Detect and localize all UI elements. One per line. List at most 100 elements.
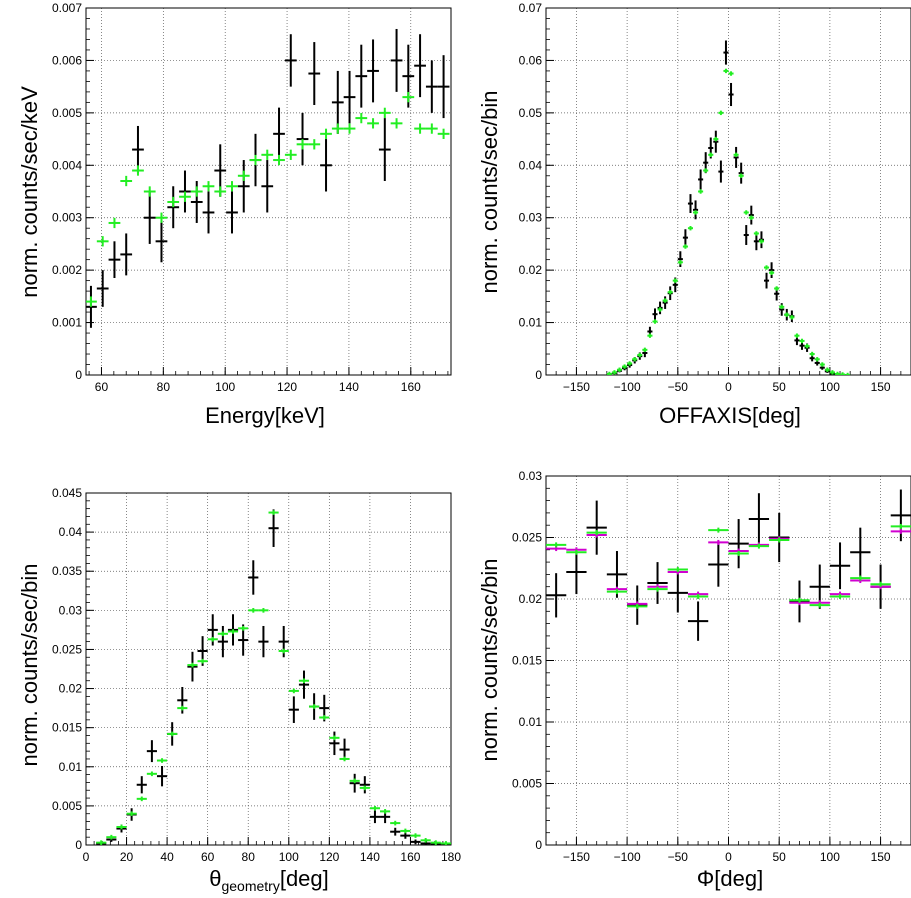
offaxis-series-1-point: [824, 367, 830, 372]
offaxis-series-1-point: [693, 210, 699, 215]
phi-series-2-point: [667, 566, 688, 572]
theta-plot-frame: [85, 492, 452, 846]
theta-xtick-label: 140: [360, 850, 380, 864]
energy-series-0-point: [108, 241, 121, 279]
phi-xtick-label: −100: [614, 850, 641, 864]
theta-series-1-point: [96, 840, 107, 845]
offaxis-series-1-point: [647, 333, 653, 338]
energy-series-1-point: [390, 118, 403, 129]
theta-xtick-label: 60: [201, 850, 215, 864]
offaxis-series-1-point: [763, 265, 770, 270]
offaxis-series-1-point: [667, 289, 673, 295]
phi-series-1-point: [708, 539, 729, 545]
phi-xtick-label: 0: [725, 850, 732, 864]
theta-series-1-point: [339, 756, 350, 762]
panel-theta-xlabel: θgeometry[deg]: [209, 866, 329, 894]
energy-series-1-point: [378, 107, 391, 119]
offaxis-series-1-point: [774, 286, 780, 291]
energy-ytick-label: 0.002: [52, 263, 82, 277]
offaxis-series-0-point: [723, 40, 729, 65]
phi-series-0-point: [748, 493, 770, 545]
theta-ytick-label: 0.03: [59, 603, 83, 617]
offaxis-series-1-point: [769, 270, 775, 275]
theta-series-1-point: [288, 688, 299, 694]
theta-series-0-point: [298, 670, 310, 699]
energy-series-1-point: [202, 181, 215, 192]
energy-series-1-point: [249, 154, 262, 166]
theta-series-1-point: [268, 510, 279, 515]
offaxis-ytick-label: 0.04: [519, 158, 543, 172]
offaxis-series-1-point: [723, 68, 729, 74]
phi-xtick-label: −50: [668, 850, 689, 864]
phi-ytick-label: 0.025: [512, 531, 542, 545]
phi-ytick-label: 0.01: [519, 715, 543, 729]
theta-series-1-point: [420, 837, 431, 843]
energy-series-1-point: [425, 123, 438, 134]
energy-series-1-point: [237, 170, 250, 181]
energy-series-1-point: [343, 123, 356, 134]
theta-symbol: θ: [209, 866, 221, 891]
theta-ytick-label: 0.025: [52, 642, 82, 656]
energy-series-1-point: [273, 154, 285, 166]
theta-series-0-point: [400, 832, 411, 839]
theta-series-0-point: [329, 731, 340, 756]
energy-series-1-point: [132, 165, 144, 176]
energy-series-1-point: [331, 123, 344, 134]
theta-series-1-point: [440, 841, 451, 845]
energy-series-0-point: [226, 191, 238, 234]
panel-energy: norm. counts/sec/keV Energy[keV] 60 80 100…: [17, 1, 452, 428]
panel-offaxis-ylabel: norm. counts/sec/bin: [477, 91, 502, 294]
theta-ytick-label: 0.01: [59, 760, 83, 774]
phi-series-0-point: [708, 542, 729, 587]
phi-series-2-point: [647, 586, 668, 592]
phi-series-2-point: [708, 527, 729, 533]
energy-ytick-label: 0.001: [52, 316, 82, 330]
offaxis-series-0-point: [748, 205, 754, 225]
energy-series-1-point: [190, 186, 203, 197]
phi-xtick-label: 50: [773, 850, 787, 864]
phi-series-0-point: [687, 601, 709, 641]
theta-xtick-label: 20: [120, 850, 134, 864]
phi-series-2-point: [586, 530, 607, 536]
offaxis-series-1-point: [779, 304, 785, 310]
phi-series-2-point: [789, 597, 810, 603]
energy-series-0-point: [179, 170, 191, 213]
offaxis-ytick-label: 0: [535, 368, 542, 382]
offaxis-series-1-point: [611, 370, 617, 375]
phi-series-2-point: [870, 581, 891, 587]
phi-ytick-label: 0: [535, 838, 542, 852]
theta-ytick-label: 0.005: [52, 799, 82, 813]
offaxis-series-1-point: [698, 189, 704, 194]
theta-series-1-point: [156, 758, 168, 763]
energy-series-0-point: [296, 112, 309, 166]
offaxis-series-1-point: [622, 364, 628, 369]
energy-series-0-point: [367, 39, 379, 103]
energy-series-1-point: [284, 149, 297, 160]
panel-theta-geometry: norm. counts/sec/bin θgeometry[deg] 0 20 4…: [17, 486, 461, 894]
offaxis-series-0-point: [733, 146, 739, 168]
offaxis-series-1-point: [672, 278, 678, 283]
theta-xtick-label: 0: [83, 850, 90, 864]
theta-series-1-point: [238, 626, 249, 631]
theta-ytick-label: 0.04: [59, 525, 83, 539]
energy-series-0-point: [202, 191, 215, 234]
offaxis-series-1-point: [758, 239, 764, 244]
energy-ytick-label: 0: [75, 368, 82, 382]
energy-series-1-point: [261, 149, 274, 160]
theta-xtick-label: 180: [441, 850, 461, 864]
offaxis-series-1-point: [789, 315, 795, 320]
offaxis-series-1-point: [845, 372, 851, 375]
phi-ytick-label: 0.02: [519, 592, 543, 606]
theta-series-0-point: [410, 839, 421, 845]
energy-series-0-point: [320, 139, 332, 192]
offaxis-series-1-point: [814, 357, 820, 362]
theta-series-0-point: [136, 776, 147, 794]
theta-series-1-point: [177, 705, 188, 711]
energy-series-0-point: [414, 34, 426, 98]
offaxis-ytick-label: 0.05: [519, 106, 543, 120]
phi-series-2-point: [606, 589, 628, 595]
theta-series-1-point: [319, 715, 330, 720]
offaxis-series-1-point: [677, 260, 683, 265]
offaxis-series-1-point: [632, 357, 638, 362]
offaxis-series-1-point: [652, 319, 658, 324]
